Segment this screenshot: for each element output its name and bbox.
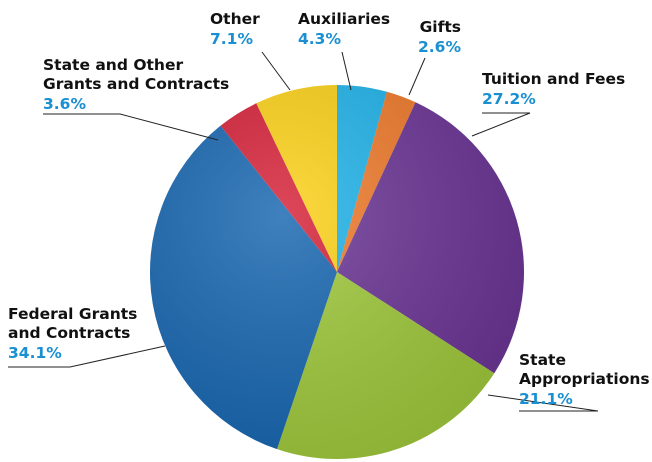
leader-line [341, 51, 352, 91]
slice-label: Tuition and Fees [482, 70, 626, 88]
slice-percent: 2.6% [418, 38, 461, 56]
label-state-appropriations: State Appropriations 21.1% [519, 351, 650, 409]
slice-percent: 21.1% [519, 390, 573, 408]
label-federal-grants: Federal Grants and Contracts 34.1% [8, 305, 137, 363]
slice-label: Gifts [419, 18, 461, 36]
leader-line [471, 112, 531, 137]
leader-line [8, 345, 166, 368]
slice-label-line: Federal Grants [8, 305, 138, 323]
slice-percent: 4.3% [298, 30, 341, 48]
slice-percent: 3.6% [43, 95, 86, 113]
leader-line [487, 394, 599, 412]
slice-label-line: Grants and Contracts [43, 75, 230, 93]
slice-label-line: Appropriations [519, 370, 650, 388]
pie-shading [150, 85, 524, 459]
slice-percent: 7.1% [210, 30, 253, 48]
label-gifts: Gifts 2.6% [418, 18, 461, 57]
slice-label: Auxiliaries [298, 10, 391, 28]
label-other: Other 7.1% [210, 10, 260, 49]
label-auxiliaries: Auxiliaries 4.3% [298, 10, 390, 49]
slice-label: Other [210, 10, 260, 28]
label-tuition-and-fees: Tuition and Fees 27.2% [482, 70, 625, 109]
leader-line [43, 113, 219, 141]
slice-label-line: and Contracts [8, 324, 131, 342]
slice-percent: 34.1% [8, 344, 62, 362]
leader-line [408, 57, 426, 96]
slice-label-line: State [519, 351, 566, 369]
leader-line [261, 51, 291, 91]
slice-percent: 27.2% [482, 90, 536, 108]
label-state-other-grants: State and Other Grants and Contracts 3.6… [43, 56, 229, 114]
slice-label-line: State and Other [43, 56, 184, 74]
